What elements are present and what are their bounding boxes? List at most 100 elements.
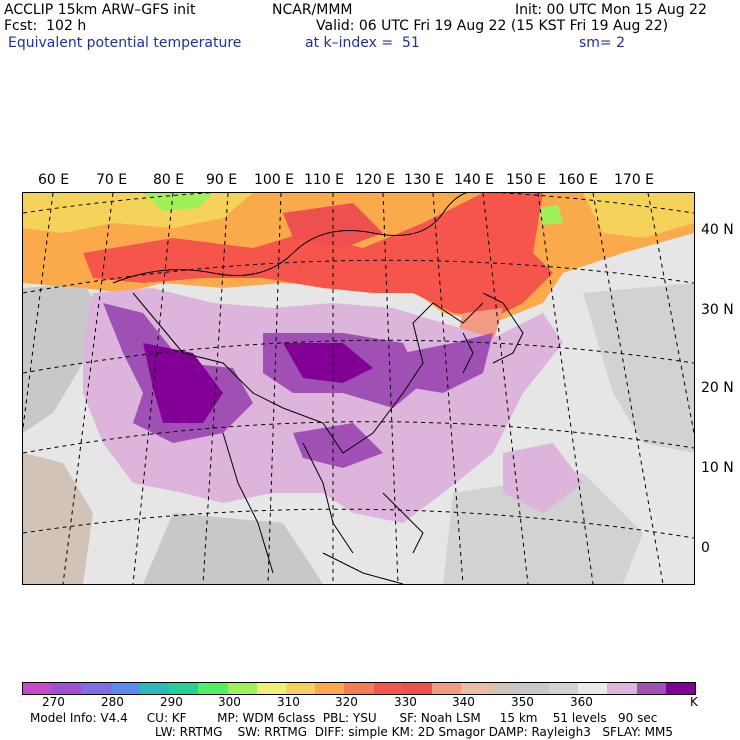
- colorbar-tick: 360: [570, 695, 593, 709]
- lon-label: 170 E: [614, 172, 655, 188]
- field-grey-south: [143, 513, 323, 584]
- grid-lon-80: [132, 193, 174, 584]
- colorbar-swatch: [432, 683, 462, 694]
- field-dark-purple-central: [283, 343, 373, 383]
- lon-label: 110 E: [304, 172, 345, 188]
- grid-lon-170: [647, 193, 694, 436]
- coastline-india-east: [222, 432, 274, 574]
- theta-e-field: [23, 193, 694, 584]
- field-grey-east: [583, 283, 694, 453]
- grid-lon-70: [62, 193, 114, 584]
- colorbar-swatch: [490, 683, 520, 694]
- colorbar: [22, 682, 696, 695]
- forecast-hour: Fcst: 102 h: [4, 18, 87, 34]
- field-green-northeast: [538, 205, 563, 225]
- grid-lat-30: [23, 259, 694, 294]
- border-line-north: [112, 193, 493, 284]
- grid-lon-130: [432, 193, 464, 584]
- lon-label: 90 E: [206, 172, 238, 188]
- colorbar-swatch: [23, 683, 53, 694]
- field-yellow-northeast: [583, 193, 694, 238]
- lon-label: 70 E: [96, 172, 128, 188]
- colorbar-swatch: [285, 683, 316, 694]
- grid-lon-100: [267, 193, 282, 584]
- field-tan-southwest: [23, 453, 93, 584]
- lon-label: 100 E: [254, 172, 295, 188]
- colorbar-swatch: [636, 683, 666, 694]
- coastline-indochina: [302, 442, 354, 554]
- smoothing-label: sm= 2: [579, 35, 626, 51]
- lon-label: 140 E: [454, 172, 495, 188]
- lon-label: 80 E: [153, 172, 185, 188]
- colorbar-tick: 320: [335, 695, 358, 709]
- colorbar-swatch: [315, 683, 345, 694]
- colorbar-swatch: [198, 683, 228, 694]
- colorbar-tick: 300: [218, 695, 241, 709]
- colorbar-swatch: [402, 683, 433, 694]
- lon-label: 120 E: [355, 172, 396, 188]
- colorbar-swatch: [227, 683, 257, 694]
- colorbar-tick: 280: [101, 695, 124, 709]
- lat-label: 20 N: [701, 380, 734, 396]
- lat-label: 0: [701, 540, 710, 556]
- field-name: Equivalent potential temperature: [8, 35, 242, 51]
- field-grey-southeast: [443, 473, 643, 584]
- level-index: at k–index = 51: [305, 35, 420, 51]
- colorbar-swatch: [52, 683, 82, 694]
- colorbar-swatch: [461, 683, 491, 694]
- colorbar-swatch: [344, 683, 374, 694]
- grid-lon-90: [202, 193, 229, 584]
- lat-label: 30 N: [701, 302, 734, 318]
- coastline-china: [132, 292, 484, 454]
- colorbar-swatch: [607, 683, 637, 694]
- colorbar-swatch: [110, 683, 140, 694]
- coastline-philippines: [382, 492, 424, 554]
- field-green-northwest: [143, 193, 213, 211]
- lon-label: 150 E: [506, 172, 547, 188]
- grid-lat-0: [23, 508, 694, 539]
- colorbar-tick: 350: [511, 695, 534, 709]
- colorbar-swatch: [548, 683, 579, 694]
- colorbar-tick: 290: [160, 695, 183, 709]
- grid-lon-150: [537, 193, 594, 584]
- grid-lon-140: [482, 193, 529, 584]
- init-time: Init: 00 UTC Mon 15 Aug 22: [515, 2, 707, 18]
- colorbar-tick: 270: [42, 695, 65, 709]
- lat-label: 10 N: [701, 460, 734, 476]
- colorbar-swatch: [256, 683, 286, 694]
- coastline-korea: [462, 332, 474, 374]
- lat-label: 40 N: [701, 222, 734, 238]
- colorbar-tick: 340: [452, 695, 475, 709]
- lon-label: 60 E: [38, 172, 70, 188]
- grid-lat-45: [23, 193, 694, 214]
- colorbar-unit: K: [690, 695, 698, 709]
- colorbar-tick: 330: [394, 695, 417, 709]
- model-title: ACCLIP 15km ARW–GFS init: [4, 2, 196, 18]
- map-panel: [22, 192, 695, 585]
- coastline-borneo: [322, 552, 404, 584]
- colorbar-swatch: [169, 683, 199, 694]
- field-grey-west: [23, 283, 103, 433]
- colorbar-swatch: [139, 683, 170, 694]
- colorbar-swatch: [519, 683, 549, 694]
- colorbar-swatch: [665, 683, 696, 694]
- grid-lon-120: [382, 193, 399, 584]
- model-info-line1: Model Info: V4.4 CU: KF MP: WDM 6class P…: [30, 711, 658, 725]
- grid-lon-60: [23, 193, 54, 432]
- colorbar-swatch: [373, 683, 403, 694]
- grid-lat-20: [23, 339, 694, 374]
- colorbar-tick: 310: [277, 695, 300, 709]
- valid-time: Valid: 06 UTC Fri 19 Aug 22 (15 KST Fri …: [316, 18, 669, 34]
- coastline-japan: [482, 292, 524, 364]
- lon-label: 130 E: [404, 172, 445, 188]
- grid-lon-160: [592, 193, 664, 584]
- lon-label: 160 E: [558, 172, 599, 188]
- field-light-purple-east: [503, 443, 583, 513]
- field-dark-purple-west: [143, 343, 223, 423]
- institution-label: NCAR/MMM: [272, 2, 353, 18]
- colorbar-swatch: [81, 683, 111, 694]
- model-info-line2: LW: RRTMG SW: RRTMG DIFF: simple KM: 2D …: [155, 725, 674, 739]
- grid-lat-10: [23, 421, 694, 454]
- field-red-band: [83, 193, 553, 318]
- colorbar-swatch: [578, 683, 608, 694]
